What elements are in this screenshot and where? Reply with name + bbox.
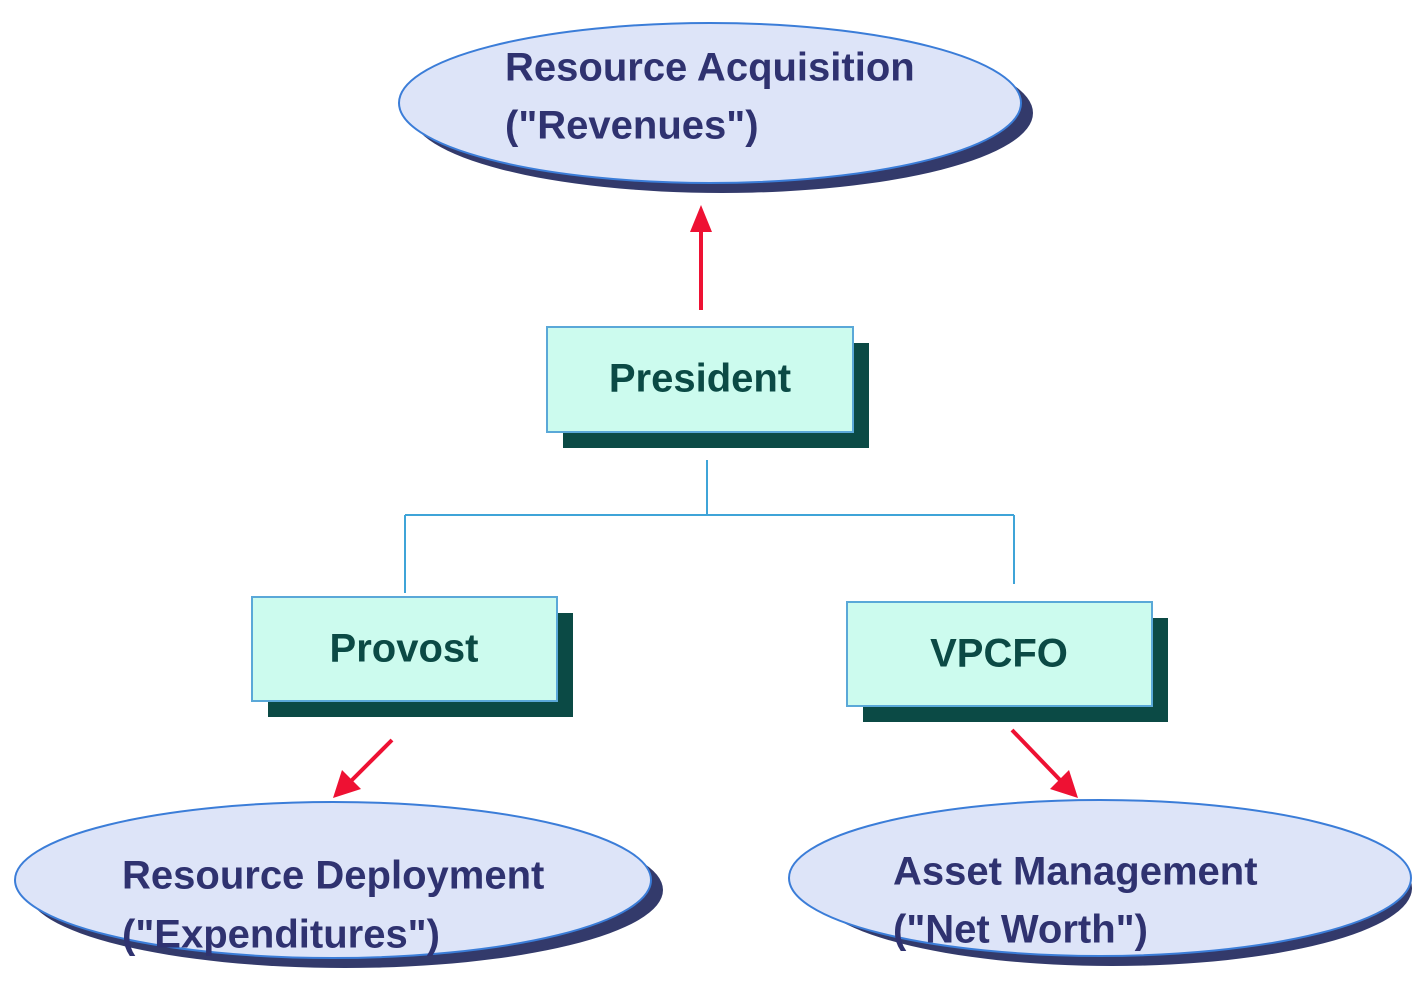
connector xyxy=(404,460,1015,593)
arrow xyxy=(1010,728,1063,783)
node-text: VPCFO xyxy=(930,632,1068,676)
ellipse xyxy=(398,22,1022,184)
arrow-head xyxy=(1050,770,1078,798)
node-text: Resource Acquisition xyxy=(505,46,915,90)
box xyxy=(846,601,1153,707)
node-text: Resource Deployment xyxy=(122,854,544,898)
ellipse xyxy=(14,801,652,959)
node-text: ("Net Worth") xyxy=(893,908,1148,952)
box xyxy=(251,596,558,702)
node-text: President xyxy=(609,357,791,401)
ellipse xyxy=(788,799,1412,957)
node-text: Provost xyxy=(330,627,479,671)
arrow xyxy=(348,738,394,784)
node-text: ("Revenues") xyxy=(505,104,759,148)
arrow-head xyxy=(690,205,712,232)
box xyxy=(546,326,854,433)
node-text: Asset Management xyxy=(893,850,1258,894)
node-text: ("Expenditures") xyxy=(122,913,440,957)
arrow-head xyxy=(333,770,361,798)
